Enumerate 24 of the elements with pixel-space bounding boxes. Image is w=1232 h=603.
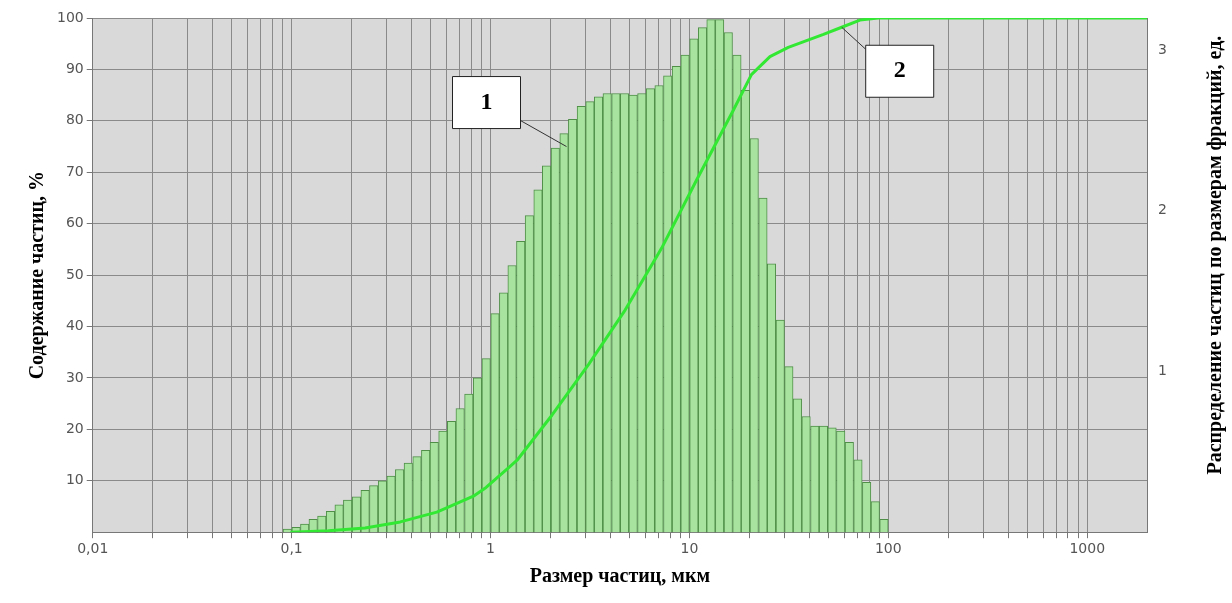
y-tick-label: 70 xyxy=(65,162,84,179)
annotation: 2 xyxy=(893,56,906,83)
y-axis-title: Содержание частиц, % xyxy=(25,170,49,380)
y2-tick-label: 1 xyxy=(1158,362,1168,379)
y-tick-label: 50 xyxy=(65,265,84,282)
y2-axis-title: Распределение частиц по размерам фракций, ед. xyxy=(1203,35,1227,475)
y-tick-label: 10 xyxy=(65,471,84,488)
y-tick-label: 80 xyxy=(65,111,84,128)
x-axis-title: Размер частиц, мкм xyxy=(529,564,711,588)
y-tick-label: 40 xyxy=(65,317,84,334)
x-tick-label: 0,01 xyxy=(77,540,109,557)
x-tick-label: 1000 xyxy=(1069,540,1106,557)
y-tick-label: 100 xyxy=(56,8,84,25)
x-tick-label: 100 xyxy=(874,540,902,557)
x-tick-label: 10 xyxy=(680,540,699,557)
y-tick-label: 20 xyxy=(65,420,84,436)
x-tick-label: 0,1 xyxy=(280,540,303,557)
annotation: 1 xyxy=(480,87,493,114)
y-tick-label: 60 xyxy=(65,214,84,231)
y-tick-label: 90 xyxy=(65,60,84,77)
x-tick-label: 1 xyxy=(486,540,495,557)
y2-tick-label: 2 xyxy=(1158,201,1168,218)
y2-tick-label: 3 xyxy=(1158,40,1168,57)
y-tick-label: 30 xyxy=(65,368,84,385)
